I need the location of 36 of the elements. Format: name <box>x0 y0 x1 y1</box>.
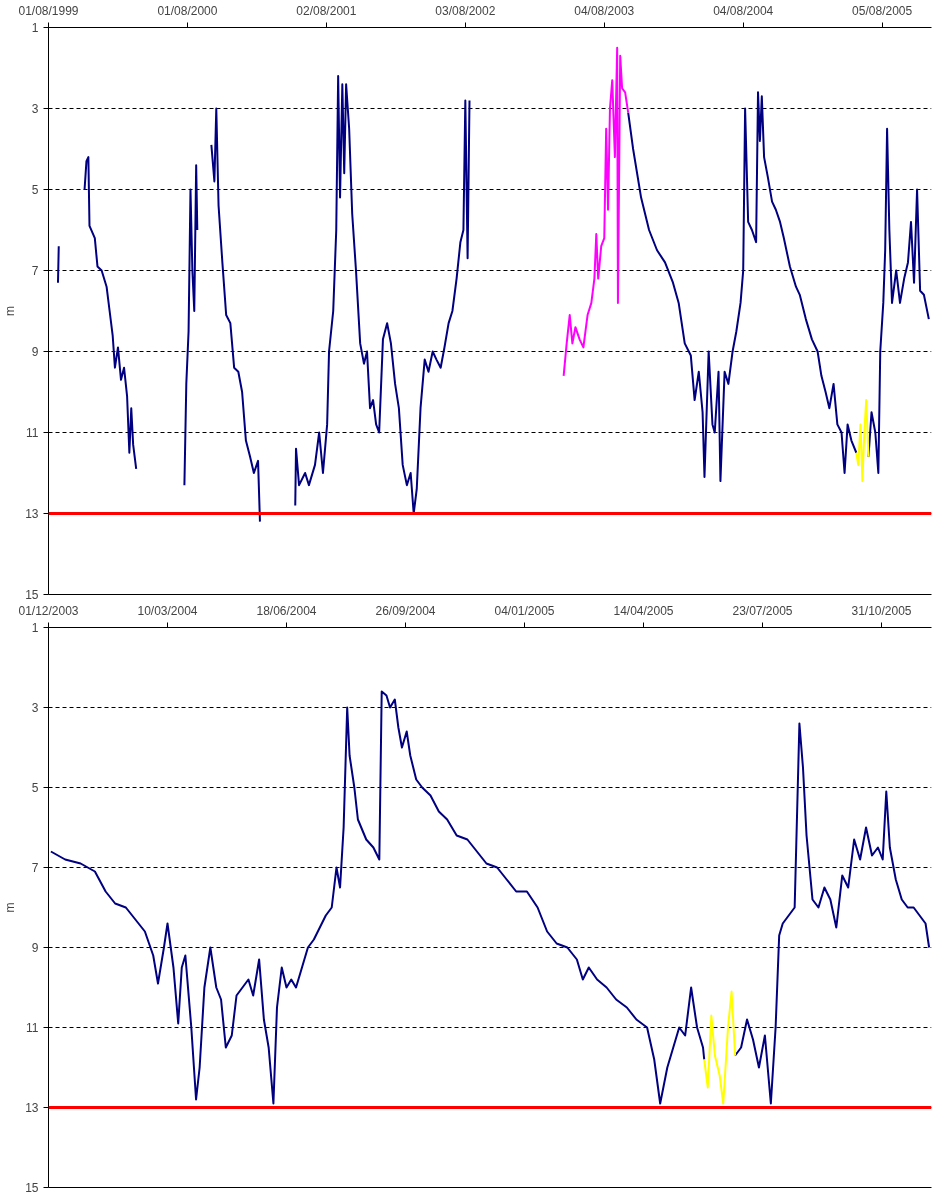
x-tick-label: 18/06/2004 <box>256 603 317 618</box>
y-tick-label: 3 <box>31 102 39 116</box>
y-tick-label: 9 <box>31 941 39 955</box>
x-tick-label: 26/09/2004 <box>375 603 436 618</box>
x-tick-label: 05/08/2005 <box>852 3 913 18</box>
y-tick-label: 1 <box>31 21 39 35</box>
x-tick-label: 04/08/2003 <box>574 3 635 18</box>
x-tick-label: 23/07/2005 <box>732 603 793 618</box>
x-tick-label: 10/03/2004 <box>137 603 198 618</box>
x-tick-label: 03/08/2002 <box>435 3 496 18</box>
y-tick-label: 7 <box>31 861 39 875</box>
y-tick-label: 7 <box>31 264 39 278</box>
x-tick-label: 02/08/2001 <box>296 3 357 18</box>
x-tick-label: 01/12/2003 <box>18 603 79 618</box>
x-tick-label: 01/08/1999 <box>18 3 79 18</box>
y-tick-label: 9 <box>31 345 39 359</box>
y-axis-title: m <box>3 902 18 913</box>
x-tick-label: 04/01/2005 <box>494 603 555 618</box>
y-tick-label: 5 <box>31 183 39 197</box>
y-tick-label: 13 <box>25 1101 39 1115</box>
y-tick-label: 15 <box>25 1181 39 1193</box>
y-tick-label: 11 <box>26 426 39 440</box>
line-series <box>562 46 630 377</box>
y-axis-title: m <box>3 306 18 316</box>
x-tick-label: 01/08/2000 <box>157 3 218 18</box>
x-tick-label: 31/10/2005 <box>851 603 912 618</box>
y-tick-label: 5 <box>31 781 39 795</box>
y-tick-label: 15 <box>25 588 39 602</box>
x-tick-label: 04/08/2004 <box>713 3 774 18</box>
line-series <box>703 990 737 1105</box>
y-tick-label: 3 <box>31 701 39 715</box>
y-tick-label: 11 <box>26 1021 39 1035</box>
line-series <box>855 399 870 483</box>
x-tick-label: 14/04/2005 <box>613 603 674 618</box>
y-tick-label: 1 <box>31 621 39 635</box>
y-tick-label: 13 <box>25 507 39 521</box>
